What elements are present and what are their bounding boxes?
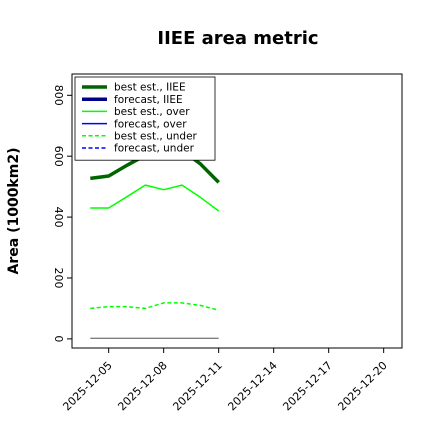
y-tick-label: 200	[52, 267, 65, 288]
x-tick-label: 2025-12-20	[335, 359, 389, 413]
legend-entry: best est., under	[114, 130, 198, 142]
series-lines	[90, 148, 220, 339]
legend-entry: forecast, under	[114, 143, 195, 155]
x-tick-label: 2025-12-17	[280, 359, 334, 413]
series-line-4	[90, 302, 219, 311]
chart-title: IIEE area metric	[157, 28, 318, 49]
x-tick-label: 2025-12-05	[60, 359, 114, 413]
y-axis: 0 200 400 600 800	[52, 85, 72, 342]
legend-entry: forecast, IIEE	[114, 94, 183, 106]
y-tick-label: 400	[52, 207, 65, 228]
y-tick-label: 600	[52, 146, 65, 167]
plot-frame	[71, 73, 403, 349]
y-tick-label: 800	[52, 85, 65, 106]
legend-entry: best est., IIEE	[114, 82, 186, 94]
x-tick-label: 2025-12-08	[115, 359, 169, 413]
y-tick-label: 0	[52, 335, 65, 342]
y-axis-label: Area (1000km2)	[6, 148, 22, 275]
legend-entry: forecast, over	[114, 118, 187, 130]
legend-entry: best est., over	[114, 106, 190, 118]
x-tick-label: 2025-12-14	[225, 359, 279, 413]
x-axis: 2025-12-05 2025-12-08 2025-12-11 2025-12-14…	[60, 348, 390, 413]
series-line-2	[90, 184, 220, 212]
legend-box	[74, 76, 216, 161]
x-tick-label: 2025-12-11	[170, 359, 224, 413]
